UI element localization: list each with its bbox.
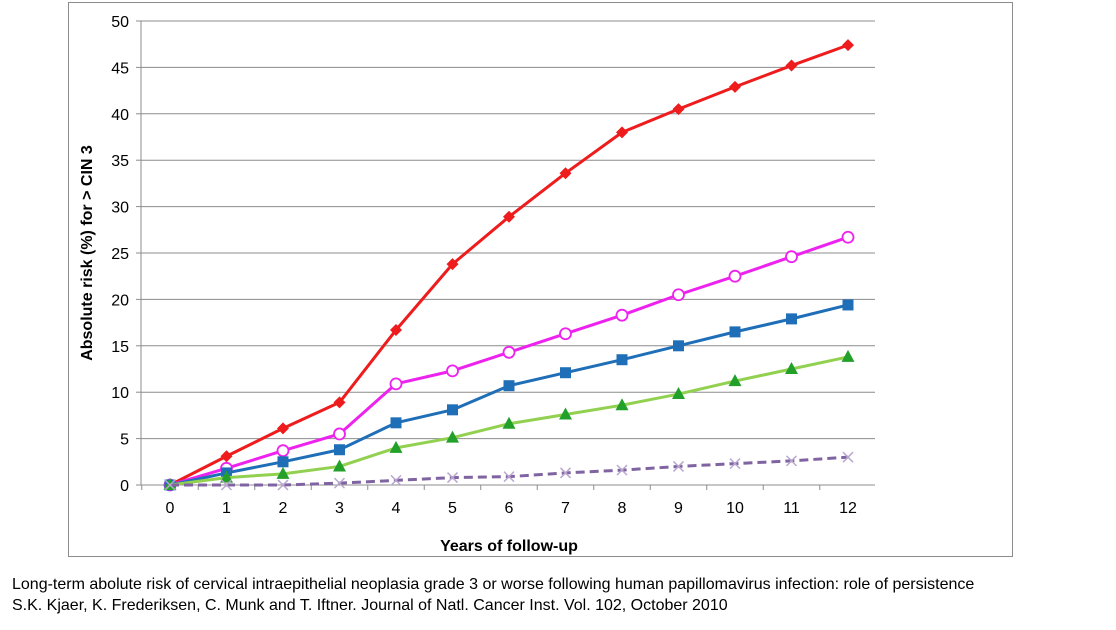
data-point	[615, 308, 629, 322]
data-point	[841, 230, 855, 244]
series-3-line	[169, 303, 849, 487]
data-point	[559, 327, 572, 341]
data-point	[785, 455, 798, 467]
series-4	[163, 349, 855, 490]
data-point	[446, 364, 459, 378]
data-point	[277, 479, 289, 491]
caption-citation: S.K. Kjaer, K. Frederiksen, C. Munk and …	[12, 597, 728, 614]
y-tick-label: 5	[120, 432, 129, 449]
chart-frame: 0 5 10 15 20 25 30 35 40 45 50 0 1 2 3 4 5 6 7 8 9 10 11 12 Yea…	[68, 2, 1013, 557]
data-point	[390, 417, 402, 429]
y-tick-label: 25	[111, 246, 129, 263]
x-tick-label: 3	[335, 500, 344, 517]
data-point	[333, 459, 346, 472]
y-tick-label: 40	[111, 107, 129, 124]
data-point	[277, 422, 289, 435]
y-tick-label: 50	[111, 14, 129, 31]
x-tick-label: 0	[166, 500, 175, 517]
data-point	[615, 398, 629, 411]
data-point	[446, 258, 459, 271]
data-point	[389, 440, 403, 453]
data-point	[841, 349, 855, 362]
y-tick-label: 0	[120, 478, 129, 495]
data-point	[672, 288, 685, 302]
axes	[136, 20, 875, 490]
data-point	[559, 407, 572, 420]
data-point	[842, 299, 854, 311]
x-tick-label: 9	[674, 500, 683, 517]
data-point	[729, 326, 741, 338]
data-point	[672, 460, 685, 472]
data-point	[728, 374, 742, 387]
data-point	[729, 80, 741, 93]
data-point	[673, 340, 684, 352]
data-point	[616, 126, 628, 139]
data-point	[559, 467, 572, 479]
data-point	[785, 362, 798, 374]
y-tick-label: 20	[111, 292, 129, 309]
y-tick-label: 45	[111, 60, 129, 77]
x-tick-label: 10	[726, 500, 744, 517]
x-tick-label: 8	[618, 500, 627, 517]
data-point	[276, 466, 290, 479]
y-tick-label: 10	[111, 385, 129, 402]
data-point	[164, 479, 176, 491]
gridlines	[141, 20, 875, 440]
y-tick-label: 35	[111, 153, 129, 170]
x-tick-label: 5	[448, 500, 457, 517]
data-point	[334, 444, 345, 456]
data-point	[672, 103, 685, 116]
data-point	[276, 444, 290, 458]
data-point	[333, 396, 346, 409]
series-5	[164, 451, 854, 491]
data-point	[220, 450, 233, 463]
x-tick-label: 6	[505, 500, 514, 517]
caption-title: Long-term abolute risk of cervical intra…	[12, 576, 975, 593]
data-point	[616, 354, 628, 366]
y-axis-title: Absolute risk (%) for > CIN 3	[79, 145, 96, 361]
data-point	[785, 59, 798, 72]
series-2-line	[169, 235, 849, 487]
series-5-line	[170, 455, 849, 487]
x-tick-label: 2	[279, 500, 288, 517]
x-tick-label: 7	[561, 500, 570, 517]
data-point	[277, 456, 289, 468]
x-tick-label: 11	[783, 500, 800, 517]
data-point	[672, 387, 685, 400]
data-point	[389, 377, 403, 391]
y-tick-label: 15	[111, 339, 129, 356]
data-point	[729, 458, 741, 470]
data-point	[842, 451, 854, 463]
data-point	[502, 345, 516, 359]
x-tick-label: 1	[222, 500, 231, 517]
data-point	[390, 324, 402, 337]
data-point	[220, 479, 233, 491]
data-point	[220, 470, 233, 483]
data-point	[560, 367, 571, 379]
series-group	[163, 39, 855, 492]
data-point	[785, 250, 798, 264]
data-point	[503, 380, 515, 392]
data-point	[333, 477, 346, 489]
x-axis-title: Years of follow-up	[440, 538, 578, 555]
data-point	[503, 210, 515, 223]
data-point	[616, 464, 628, 476]
data-point	[503, 471, 515, 483]
x-tick-label: 4	[392, 500, 401, 517]
data-point	[446, 430, 459, 443]
data-point	[333, 427, 346, 441]
data-point	[447, 404, 458, 416]
data-point	[559, 167, 572, 180]
data-point	[842, 39, 854, 52]
x-tick-label: 12	[839, 500, 857, 517]
data-point	[502, 416, 516, 429]
series-2	[163, 230, 855, 492]
data-point	[390, 474, 402, 486]
data-point	[786, 313, 797, 325]
y-tick-label: 30	[111, 200, 129, 217]
data-point	[446, 472, 459, 484]
data-point	[728, 269, 742, 283]
